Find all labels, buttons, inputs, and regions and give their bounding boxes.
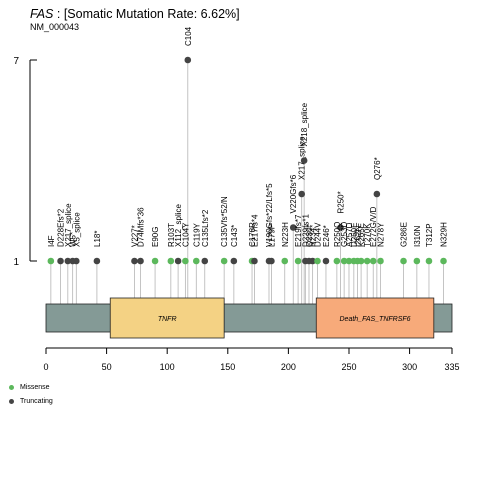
x-tick-label: 250 — [341, 362, 356, 372]
mutation-point — [323, 258, 330, 265]
mutation-point — [298, 191, 305, 198]
mutation-point — [281, 258, 288, 265]
mutation-point — [73, 258, 80, 265]
x-tick-label: 150 — [220, 362, 235, 372]
mutation-label: R250* — [337, 191, 346, 213]
truncating-legend-dot — [9, 399, 14, 404]
mutation-point — [193, 258, 200, 265]
x-tick-label: 100 — [160, 362, 175, 372]
mutation-point — [426, 258, 433, 265]
mutation-label: D74Mfs*36 — [137, 207, 146, 247]
mutation-label: E90G — [151, 227, 160, 247]
mutation-label: C104Y — [181, 222, 190, 247]
x-tick-label: 300 — [402, 362, 417, 372]
mutation-label: E217fs*4 — [250, 214, 259, 247]
mutation-point — [370, 258, 377, 265]
domain-label: TNFR — [158, 316, 177, 323]
mutation-label: L179P — [267, 224, 276, 247]
mutation-point — [168, 258, 175, 265]
mutation-point — [414, 258, 421, 265]
mutation-point — [231, 258, 238, 265]
mutation-point — [137, 258, 144, 265]
mutation-label: N278Y — [376, 222, 385, 247]
mutation-point — [295, 258, 302, 265]
mutation-label: G286E — [400, 222, 409, 247]
mutation-label: N329H — [440, 222, 449, 247]
mutation-point — [358, 258, 365, 265]
mutation-label: T312P — [425, 223, 434, 247]
mutation-label: C135Vfs*52/N — [220, 196, 229, 247]
mutation-label: L18* — [93, 231, 102, 247]
mutation-label: E246* — [322, 225, 331, 247]
mutation-label: N223H — [281, 222, 290, 247]
legend-missense: Missense — [9, 384, 50, 391]
mutation-point — [221, 258, 228, 265]
mutation-point — [251, 258, 258, 265]
mutation-label: I4F — [47, 235, 56, 247]
mutation-label: Q276* — [373, 157, 382, 180]
mutation-point — [152, 258, 159, 265]
domain-label: Death_FAS_TNFRSF6 — [340, 316, 411, 323]
mutation-point — [48, 258, 55, 265]
mutation-point — [201, 258, 208, 265]
mutation-point — [374, 191, 381, 198]
x-tick-label: 335 — [444, 362, 459, 372]
mutation-point — [400, 258, 407, 265]
mutation-point — [334, 258, 341, 265]
mutation-point — [94, 258, 101, 265]
missense-legend-label: Missense — [20, 384, 50, 391]
y-tick-label: 7 — [13, 56, 19, 67]
mutation-point — [377, 258, 384, 265]
truncating-legend-label: Truncating — [20, 398, 53, 405]
y-tick-label: 1 — [13, 257, 19, 268]
missense-legend-dot — [9, 385, 14, 390]
mutation-point — [440, 258, 447, 265]
mutation-label: I310N — [413, 225, 422, 247]
mutation-point — [301, 157, 308, 164]
mutation-label: C135Lfs*2 — [201, 209, 210, 247]
mutation-point — [175, 258, 182, 265]
mutation-label: C104 — [184, 26, 193, 46]
mutation-label: X5_splice — [72, 212, 81, 247]
mutation-point — [184, 57, 191, 64]
mutation-label: C143* — [230, 225, 239, 247]
x-tick-label: 200 — [281, 362, 296, 372]
x-tick-label: 50 — [102, 362, 112, 372]
mutation-point — [268, 258, 275, 265]
mutation-point — [182, 258, 189, 265]
mutation-label: X218_splice — [300, 102, 309, 146]
mutation-point — [364, 258, 371, 265]
x-tick-label: 0 — [43, 362, 48, 372]
mutation-point — [131, 258, 138, 265]
mutation-point — [57, 258, 64, 265]
mutation-point — [314, 258, 321, 265]
legend-truncating: Truncating — [9, 398, 53, 405]
